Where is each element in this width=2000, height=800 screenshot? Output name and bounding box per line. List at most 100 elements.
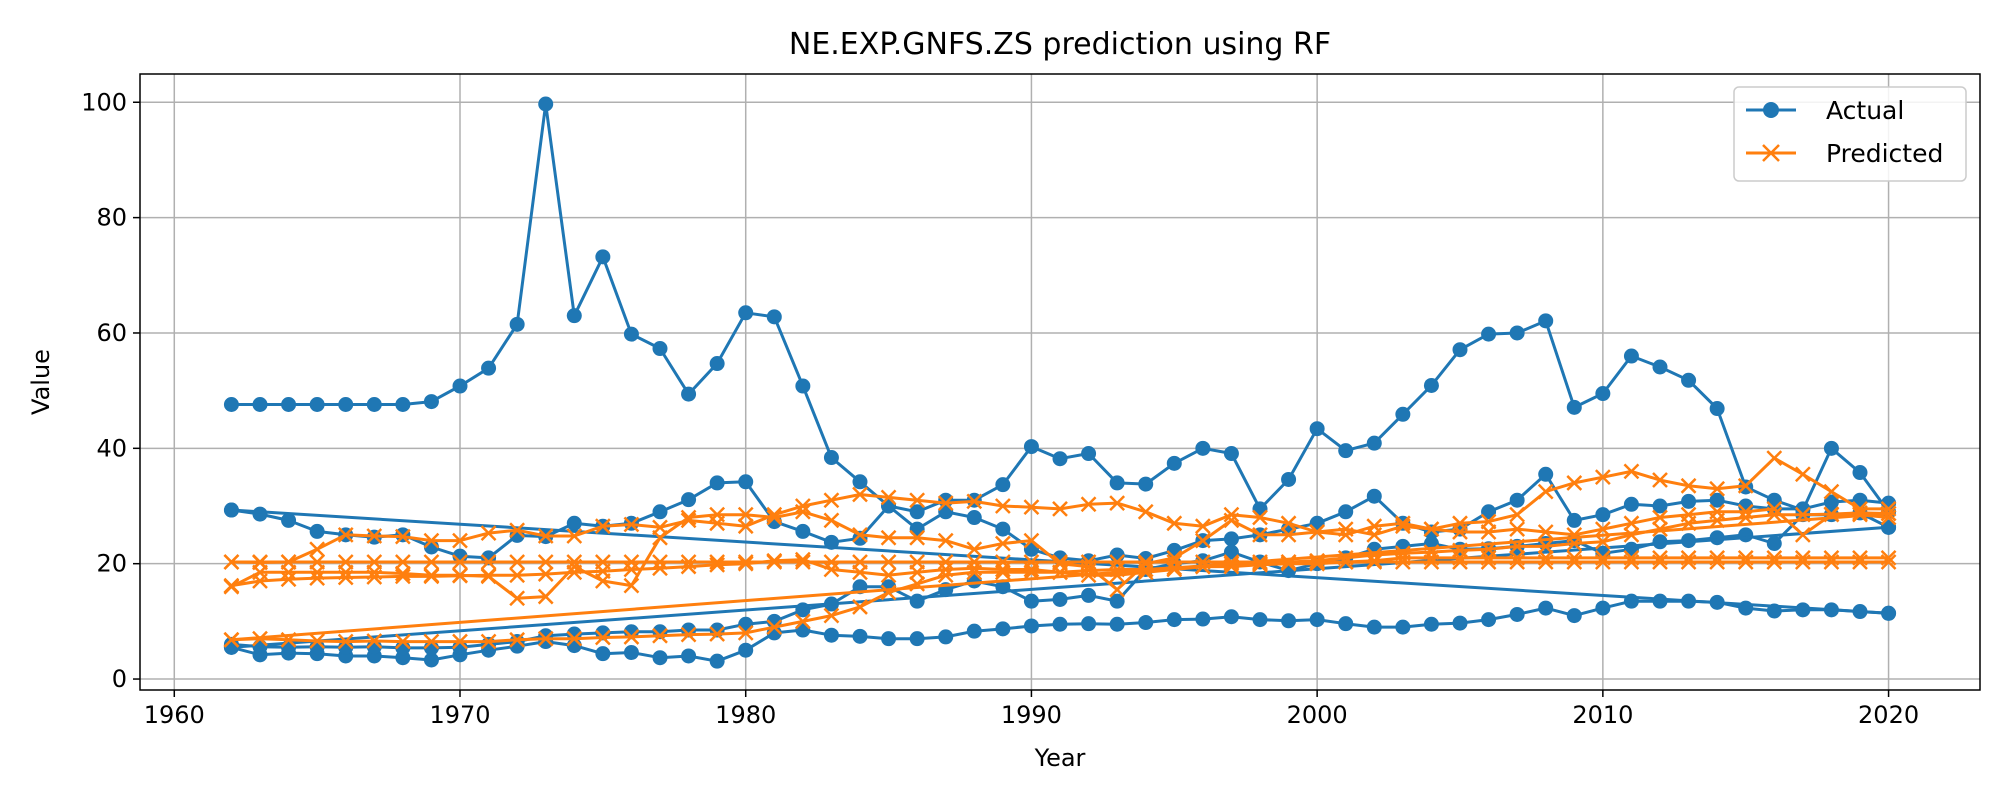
- series-predicted-point: [1252, 509, 1268, 526]
- series-predicted-point: [423, 567, 440, 584]
- series-predicted-point: [1737, 503, 1754, 520]
- series-predicted-point: [623, 629, 640, 645]
- series-predicted-point: [652, 627, 668, 644]
- series-predicted-point: [794, 551, 811, 568]
- series-predicted-point: [737, 506, 754, 523]
- series-actual-point: [538, 628, 554, 644]
- series-predicted-point: [994, 535, 1011, 552]
- series-actual-point: [223, 639, 239, 655]
- series-actual-point: [1223, 544, 1239, 560]
- series-predicted-point: [509, 522, 526, 539]
- series-predicted-point: [1566, 475, 1583, 491]
- series-actual-point: [1595, 386, 1611, 402]
- series-predicted-point: [480, 568, 497, 585]
- series-actual-point: [938, 504, 954, 520]
- series-actual-point: [1595, 507, 1611, 523]
- series-predicted-point: [1652, 521, 1668, 537]
- series-predicted-point: [480, 633, 497, 650]
- series-predicted-point: [223, 631, 240, 648]
- series-actual-point: [1023, 618, 1039, 634]
- series-predicted-point: [709, 554, 726, 570]
- series-actual-point: [738, 616, 754, 632]
- series-predicted-point: [937, 567, 954, 584]
- series-actual-point: [1481, 504, 1497, 520]
- series-predicted-point: [766, 509, 783, 526]
- legend: Actual Predicted: [1733, 86, 1967, 182]
- series-predicted-point: [1794, 526, 1811, 543]
- series-actual-point: [1109, 616, 1125, 632]
- series-predicted-point: [1137, 503, 1154, 520]
- series-predicted-point: [423, 532, 440, 549]
- series-predicted-point: [823, 512, 840, 529]
- series-actual-point: [795, 378, 811, 394]
- plot-area: [223, 96, 1897, 669]
- series-actual-point: [1566, 608, 1582, 624]
- series-predicted-point: [937, 532, 954, 549]
- series-actual-point: [481, 360, 497, 376]
- series-predicted-point: [1794, 550, 1811, 566]
- series-actual-point: [1138, 476, 1154, 492]
- series-predicted-point: [509, 567, 526, 584]
- series-actual-point: [623, 645, 639, 661]
- series-actual-point: [1166, 612, 1182, 628]
- series-actual-point: [1081, 446, 1097, 462]
- series-actual-point: [1538, 466, 1554, 482]
- series-actual-line: [231, 525, 1889, 649]
- series-predicted-point: [766, 554, 783, 570]
- series-predicted-point: [994, 564, 1011, 581]
- series-predicted-point: [1737, 477, 1754, 494]
- series-actual-point: [309, 523, 325, 539]
- x-tick-label: 2010: [1572, 701, 1633, 729]
- series-predicted-point: [909, 529, 926, 546]
- series-predicted-point: [880, 554, 897, 570]
- series-predicted-point: [737, 518, 754, 535]
- series-predicted-point: [1194, 532, 1211, 549]
- series-actual-point: [1881, 605, 1897, 621]
- series-predicted-point: [594, 554, 611, 570]
- series-predicted-point: [1480, 550, 1497, 566]
- series-predicted-point: [337, 554, 354, 570]
- series-actual-point: [1623, 541, 1639, 557]
- series-predicted-point: [1452, 550, 1468, 566]
- series-predicted-point: [652, 560, 668, 577]
- series-predicted-point: [994, 498, 1011, 514]
- series-actual-point: [1766, 535, 1782, 551]
- series-predicted-point: [709, 626, 726, 642]
- series-predicted-point: [1594, 550, 1611, 566]
- series-actual-point: [652, 650, 668, 666]
- series-predicted-point: [223, 554, 240, 570]
- series-actual-point: [1623, 496, 1639, 512]
- series-predicted-point: [252, 554, 268, 570]
- series-predicted-point: [823, 607, 840, 624]
- series-actual-point: [1052, 591, 1068, 607]
- series-predicted-point: [823, 561, 840, 578]
- series-predicted-point: [1566, 526, 1583, 543]
- series-predicted-point: [623, 561, 640, 578]
- series-predicted-point: [423, 554, 440, 570]
- series-predicted-point: [1823, 550, 1840, 566]
- series-predicted-point: [1680, 550, 1697, 566]
- series-predicted-point: [1423, 521, 1440, 537]
- series-actual-point: [1395, 619, 1411, 635]
- series-predicted-point: [594, 629, 611, 646]
- series-actual-point: [1566, 399, 1582, 415]
- series-predicted-point: [1623, 515, 1640, 532]
- series-predicted-point: [1766, 501, 1783, 517]
- series-actual-point: [1652, 593, 1668, 609]
- series-actual-point: [1681, 372, 1697, 388]
- series-predicted-point: [1623, 526, 1640, 543]
- series-predicted-point: [1052, 501, 1068, 517]
- series-actual-point: [1223, 446, 1239, 462]
- series-predicted-point: [1566, 550, 1583, 566]
- series-actual-point: [1023, 593, 1039, 609]
- series-actual-point: [766, 309, 782, 325]
- series-predicted-point: [452, 554, 468, 570]
- series-actual-point: [1452, 342, 1468, 358]
- series-actual-point: [1338, 616, 1354, 632]
- series-actual-point: [1423, 616, 1439, 632]
- series-actual-point: [823, 450, 839, 466]
- series-actual-point: [681, 492, 697, 508]
- series-predicted-point: [1080, 496, 1097, 513]
- series-actual-point: [1423, 377, 1439, 393]
- series-actual-point: [1309, 421, 1325, 437]
